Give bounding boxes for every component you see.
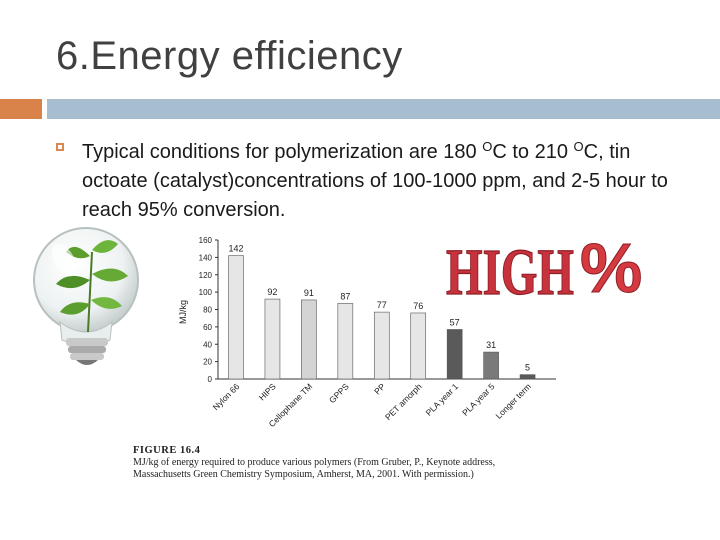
bar: [301, 299, 317, 380]
bar: [410, 312, 427, 380]
accent-bar-blue: [47, 99, 720, 119]
x-tick-label: PP: [372, 381, 387, 396]
caption-line-2: Massachusetts Green Chemistry Symposium,…: [133, 469, 474, 480]
bullet-text-part-3: C, tin octoate (catalyst)concentrations …: [82, 141, 668, 221]
y-tick-label: 160: [199, 236, 213, 245]
bar: [373, 311, 390, 380]
y-tick-label: 40: [203, 340, 212, 349]
energy-bar-chart: 0 20 40 60 80 100 120 140 160 142 92 91 87 77 76 57 31 5…: [178, 236, 556, 429]
bar-value-label: 87: [340, 291, 350, 301]
accent-bar-orange: [0, 99, 42, 119]
figure-caption: FIGURE 16.4 MJ/kg of energy required to …: [133, 445, 593, 481]
bar-value-label: 77: [377, 300, 387, 310]
y-tick-label: 0: [208, 375, 213, 384]
y-tick-label: 100: [199, 288, 213, 297]
y-tick-label: 80: [203, 306, 212, 315]
y-tick-label: 20: [203, 358, 212, 367]
bar-value-label: 92: [267, 287, 277, 297]
lightbulb-leaves-icon: [33, 227, 139, 365]
bar: [446, 329, 463, 380]
percent-text: %: [580, 229, 642, 304]
x-tick-label: Nylon 66: [211, 381, 242, 412]
bar: [337, 303, 354, 380]
bullet-text: Typical conditions for polymerization ar…: [82, 132, 682, 225]
bar: [519, 374, 536, 380]
bar: [483, 351, 499, 380]
high-percent-graphic: HIGH %: [445, 229, 642, 305]
bar-value-label: 76: [413, 301, 423, 311]
figure-label: FIGURE 16.4: [133, 445, 201, 456]
bar-value-label: 5: [525, 363, 530, 373]
y-tick-label: 60: [203, 323, 212, 332]
x-tick-label: HIPS: [257, 381, 278, 402]
x-tick-label: PLA year 5: [460, 381, 497, 418]
x-tick-label: PET amorph: [383, 381, 424, 422]
bullet-text-part-1: Typical conditions for polymerization ar…: [82, 141, 483, 163]
caption-line-1: MJ/kg of energy required to produce vari…: [133, 457, 496, 468]
y-axis-title: MJ/kg: [178, 300, 188, 324]
degree-superscript-2: O: [573, 139, 584, 154]
bar-value-label: 57: [450, 317, 460, 327]
bullet-square-icon: [56, 143, 64, 151]
bullet-text-part-2: C to 210: [492, 141, 574, 163]
degree-superscript-1: O: [482, 139, 493, 154]
bar-value-label: 31: [486, 340, 496, 350]
bars: 142 92 91 87 77 76 57 31 5: [228, 244, 536, 380]
slide-title: 6.Energy efficiency: [56, 34, 403, 78]
x-tick-label: Longer term: [493, 381, 532, 420]
bar: [228, 255, 244, 380]
bar: [264, 298, 281, 380]
x-tick-label: GPPS: [327, 381, 351, 405]
y-tick-label: 140: [199, 253, 213, 262]
bar-value-label: 91: [304, 288, 314, 298]
x-tick-label: PLA year 1: [424, 381, 461, 418]
y-tick-label: 120: [199, 271, 213, 280]
high-text: HIGH: [446, 236, 574, 304]
bar-value-label: 142: [228, 244, 243, 254]
